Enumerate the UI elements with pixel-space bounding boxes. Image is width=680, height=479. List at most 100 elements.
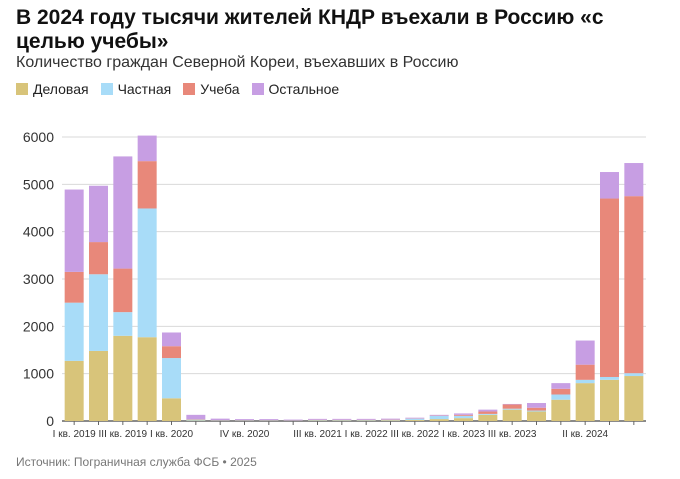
bar-segment: [356, 418, 376, 420]
chart-subtitle: Количество граждан Северной Кореи, въеха…: [16, 54, 459, 71]
bar-segment: [429, 414, 449, 416]
bar-segment: [64, 189, 84, 272]
bar-segment: [113, 312, 133, 336]
bar-segment: [381, 420, 400, 421]
legend-item-ucheba: Учеба: [183, 81, 240, 97]
bar-segment: [551, 383, 571, 389]
bar-segment: [527, 407, 546, 411]
legend-label: Частная: [117, 81, 172, 97]
bar-segment: [113, 268, 133, 313]
legend-label: Остальное: [268, 81, 340, 97]
bar-segment: [429, 415, 449, 420]
legend-swatch: [16, 83, 28, 95]
bar-segment: [624, 373, 644, 377]
bar-segment: [186, 414, 206, 420]
x-tick-label: I кв. 2023: [442, 429, 485, 440]
bar-segment: [527, 410, 546, 412]
bar-segment: [527, 403, 546, 408]
bar-segment: [89, 242, 108, 275]
chart-title: В 2024 году тысячи жителей КНДР въехали …: [16, 6, 604, 53]
bar-segment: [405, 417, 425, 419]
bar-segment: [478, 409, 498, 412]
bar-segment: [381, 418, 400, 420]
x-tick-label: III кв. 2022: [391, 429, 440, 440]
bar-segment: [283, 419, 303, 421]
bar-segment: [137, 161, 157, 209]
x-tick-label: I кв. 2020: [150, 429, 193, 440]
source-note: Источник: Пограничная служба ФСБ • 2025: [16, 455, 257, 469]
bar-segment: [186, 419, 206, 421]
bar-segment: [575, 364, 595, 380]
legend-swatch: [183, 83, 196, 95]
bar-segment: [210, 418, 230, 421]
y-tick-label: 4000: [23, 224, 54, 240]
bar-segment: [454, 414, 473, 416]
legend-swatch: [251, 83, 264, 95]
bar-segment: [162, 398, 181, 421]
bar-segment: [551, 388, 571, 395]
legend-label: Учеба: [200, 81, 240, 97]
bar-segment: [64, 302, 84, 361]
x-tick-label: III кв. 2023: [488, 429, 537, 440]
bar-segment: [624, 196, 644, 374]
bar-segment: [162, 358, 181, 399]
bar-segment: [600, 172, 619, 199]
bar-segment: [89, 350, 108, 421]
bar-segment: [478, 413, 498, 415]
bar-segment: [575, 340, 595, 365]
bar-segment: [332, 418, 352, 420]
legend-swatch: [100, 83, 113, 95]
y-tick-label: 3000: [23, 271, 54, 287]
legend: Деловая Частная Учеба Остальное: [16, 81, 339, 97]
x-tick-label: IV кв. 2020: [220, 429, 270, 440]
bar-segment: [600, 198, 619, 377]
bar-segment: [162, 332, 181, 347]
legend-label: Деловая: [33, 81, 89, 97]
bar-segment: [235, 419, 254, 421]
bar-segment: [624, 376, 644, 421]
legend-item-delovaya: Деловая: [16, 81, 89, 97]
bar-segment: [89, 185, 108, 243]
x-tick-label: I кв. 2019: [53, 429, 96, 440]
bar-segment: [502, 409, 522, 421]
bar-segment: [551, 394, 571, 400]
bar-segment: [478, 411, 498, 414]
bar-segment: [502, 408, 522, 410]
y-tick-label: 6000: [23, 129, 54, 145]
bar-segment: [113, 335, 133, 421]
bar-segment: [527, 411, 546, 421]
legend-item-ostalnoe: Остальное: [251, 81, 340, 97]
bar-segment: [405, 420, 425, 421]
legend-item-chastnaya: Частная: [100, 81, 172, 97]
bar-segment: [162, 346, 181, 359]
x-tick-label: III кв. 2021: [293, 429, 342, 440]
y-tick-label: 5000: [23, 176, 54, 192]
bar-segment: [600, 376, 619, 380]
bar-segment: [429, 419, 449, 421]
bar-segment: [454, 413, 473, 415]
bar-segment: [575, 383, 595, 421]
x-tick-label: I кв. 2022: [345, 429, 388, 440]
bar-segment: [113, 156, 133, 269]
bar-segment: [259, 419, 279, 421]
bar-segment: [405, 418, 425, 421]
y-tick-label: 1000: [23, 366, 54, 382]
bar-segment: [308, 418, 327, 420]
bar-segment: [575, 379, 595, 384]
bar-segment: [89, 274, 108, 351]
bar-segment: [454, 418, 473, 421]
bar-segment: [137, 208, 157, 338]
bar-segment: [624, 163, 644, 197]
y-tick-label: 0: [46, 413, 54, 429]
bar-segment: [600, 379, 619, 421]
bar-segment: [502, 404, 522, 409]
x-tick-label: II кв. 2024: [562, 429, 608, 440]
bar-segment: [478, 414, 498, 421]
bar-segment: [137, 337, 157, 421]
bar-segment: [137, 135, 157, 162]
bar-segment: [551, 399, 571, 421]
bar-segment: [64, 271, 84, 303]
bar-segment: [454, 415, 473, 419]
y-tick-label: 2000: [23, 318, 54, 334]
